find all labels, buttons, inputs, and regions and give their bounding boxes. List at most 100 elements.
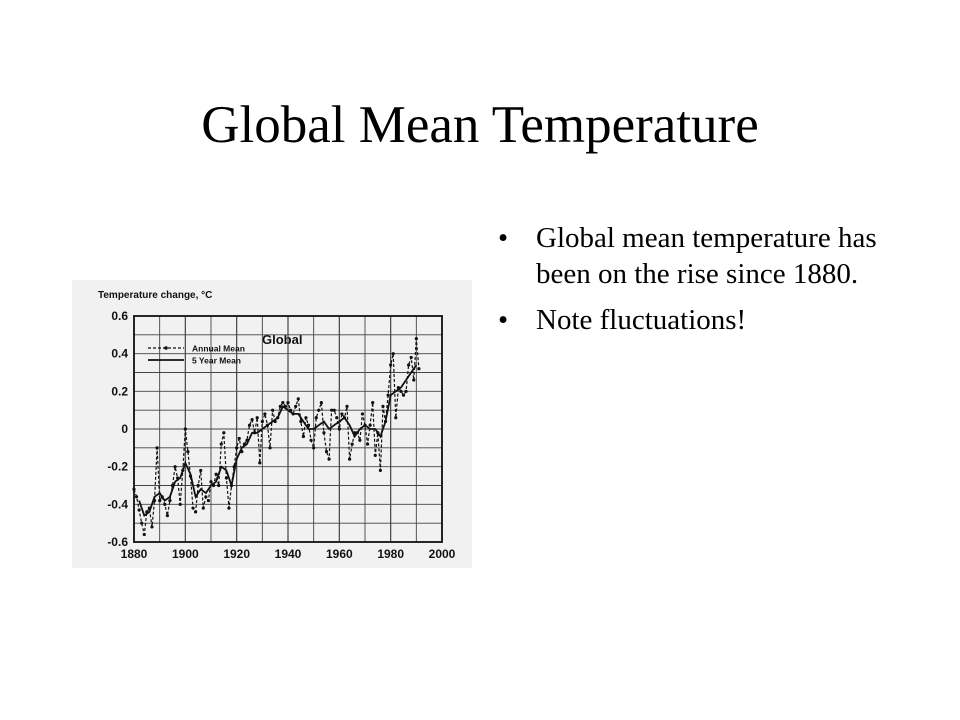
data-point-annual-mean xyxy=(378,468,382,473)
data-point-annual-mean xyxy=(412,378,416,382)
y-tick-label: -0.2 xyxy=(107,460,128,474)
data-point-annual-mean xyxy=(312,446,316,450)
data-point-annual-mean xyxy=(168,498,172,503)
data-point-annual-mean xyxy=(365,442,370,446)
data-point-annual-mean xyxy=(165,514,169,518)
data-point-annual-mean xyxy=(306,423,311,427)
data-point-annual-mean xyxy=(263,412,267,416)
data-point-annual-mean xyxy=(142,532,146,537)
y-tick-label: 0.6 xyxy=(111,309,128,323)
bullet-item: • Note fluctuations! xyxy=(496,302,896,338)
data-point-annual-mean xyxy=(222,431,226,435)
data-point-annual-mean xyxy=(214,472,218,476)
data-point-annual-mean xyxy=(150,525,154,529)
data-point-annual-mean xyxy=(196,483,200,488)
data-point-annual-mean xyxy=(163,502,167,506)
data-point-annual-mean xyxy=(224,476,228,480)
data-point-annual-mean xyxy=(389,363,393,367)
data-point-annual-mean xyxy=(199,468,203,473)
series-line-5-year-mean xyxy=(138,364,418,518)
data-point-annual-mean xyxy=(258,461,262,465)
data-point-annual-mean xyxy=(155,446,159,450)
data-point-annual-mean xyxy=(260,419,264,424)
temperature-chart: Temperature change, °C Global 0.6 0.4 0.2 0… xyxy=(98,290,456,561)
data-point-annual-mean xyxy=(409,355,413,360)
data-point-annual-mean xyxy=(345,404,349,408)
x-tick-label: 1900 xyxy=(172,547,199,561)
data-point-annual-mean xyxy=(404,389,408,393)
legend-label-annual-mean: Annual Mean xyxy=(192,344,245,354)
data-point-annual-mean xyxy=(186,450,190,454)
data-point-annual-mean xyxy=(314,416,318,420)
data-point-annual-mean xyxy=(358,438,362,442)
data-point-annual-mean xyxy=(340,412,344,416)
data-point-annual-mean xyxy=(194,510,198,514)
data-point-annual-mean xyxy=(173,465,177,469)
bullet-text: Global mean temperature has been on the … xyxy=(536,222,877,290)
y-tick-label: -0.4 xyxy=(107,497,128,511)
chart-title: Global xyxy=(262,332,302,347)
bullet-marker: • xyxy=(498,222,509,254)
x-tick-label: 1940 xyxy=(275,547,302,561)
x-tick-label: 1880 xyxy=(121,547,148,561)
data-point-annual-mean xyxy=(183,427,187,431)
data-point-annual-mean xyxy=(330,408,334,412)
data-point-annual-mean xyxy=(337,427,341,431)
data-point-annual-mean xyxy=(209,480,213,484)
data-point-annual-mean xyxy=(286,401,290,405)
bullet-item: • Global mean temperature has been on th… xyxy=(496,220,896,292)
data-point-annual-mean xyxy=(386,393,390,397)
data-point-annual-mean xyxy=(201,506,205,510)
data-point-annual-mean xyxy=(381,404,385,408)
data-point-annual-mean xyxy=(327,457,331,461)
slide-title: Global Mean Temperature xyxy=(201,96,759,154)
data-point-annual-mean xyxy=(158,498,162,503)
data-point-annual-mean xyxy=(348,457,352,461)
x-tick-label: 1960 xyxy=(326,547,353,561)
data-point-annual-mean xyxy=(299,419,303,424)
data-point-annual-mean xyxy=(407,363,411,367)
data-point-annual-mean xyxy=(217,483,221,488)
series-line-annual-mean xyxy=(133,338,420,535)
data-point-annual-mean xyxy=(394,416,398,420)
data-point-annual-mean xyxy=(373,453,377,457)
data-point-annual-mean xyxy=(391,352,395,356)
data-point-annual-mean xyxy=(191,506,195,510)
data-point-annual-mean xyxy=(414,337,418,341)
data-point-annual-mean xyxy=(134,495,139,499)
data-point-annual-mean xyxy=(268,446,272,450)
data-point-annual-mean xyxy=(324,450,329,454)
data-point-annual-mean xyxy=(237,436,241,441)
data-point-annual-mean xyxy=(278,404,282,408)
data-point-annual-mean xyxy=(417,367,421,371)
data-point-annual-mean xyxy=(399,389,403,393)
data-point-annual-mean xyxy=(140,521,144,525)
data-point-annual-mean xyxy=(301,434,305,439)
x-tick-label: 2000 xyxy=(429,547,456,561)
data-point-annual-mean xyxy=(250,417,254,422)
data-point-annual-mean xyxy=(281,401,285,405)
y-tick-label: 0.2 xyxy=(111,384,128,398)
data-point-annual-mean xyxy=(304,416,308,420)
temperature-chart-image: Temperature change, °C Global 0.6 0.4 0.2 0… xyxy=(72,280,472,568)
bullet-list: • Global mean temperature has been on th… xyxy=(496,220,896,348)
data-point-annual-mean xyxy=(227,506,231,510)
data-point-annual-mean xyxy=(296,397,300,401)
data-point-annual-mean xyxy=(332,408,336,412)
legend-marker-annual-mean xyxy=(164,346,168,350)
plot-frame xyxy=(133,315,443,543)
y-tick-label: -0.6 xyxy=(107,535,128,549)
data-point-annual-mean xyxy=(247,423,252,427)
data-point-annual-mean xyxy=(309,438,313,442)
y-tick-label: 0 xyxy=(121,422,128,436)
data-point-annual-mean xyxy=(401,393,406,397)
data-point-annual-mean xyxy=(294,404,298,408)
bullet-marker: • xyxy=(498,304,509,336)
data-point-annual-mean xyxy=(371,401,375,405)
data-point-annual-mean xyxy=(350,442,354,446)
data-point-annual-mean xyxy=(204,495,208,499)
data-point-annual-mean xyxy=(255,416,259,420)
data-point-annual-mean xyxy=(360,412,365,416)
bullet-text: Note fluctuations! xyxy=(536,304,747,336)
legend-label-5-year-mean: 5 Year Mean xyxy=(192,356,241,366)
